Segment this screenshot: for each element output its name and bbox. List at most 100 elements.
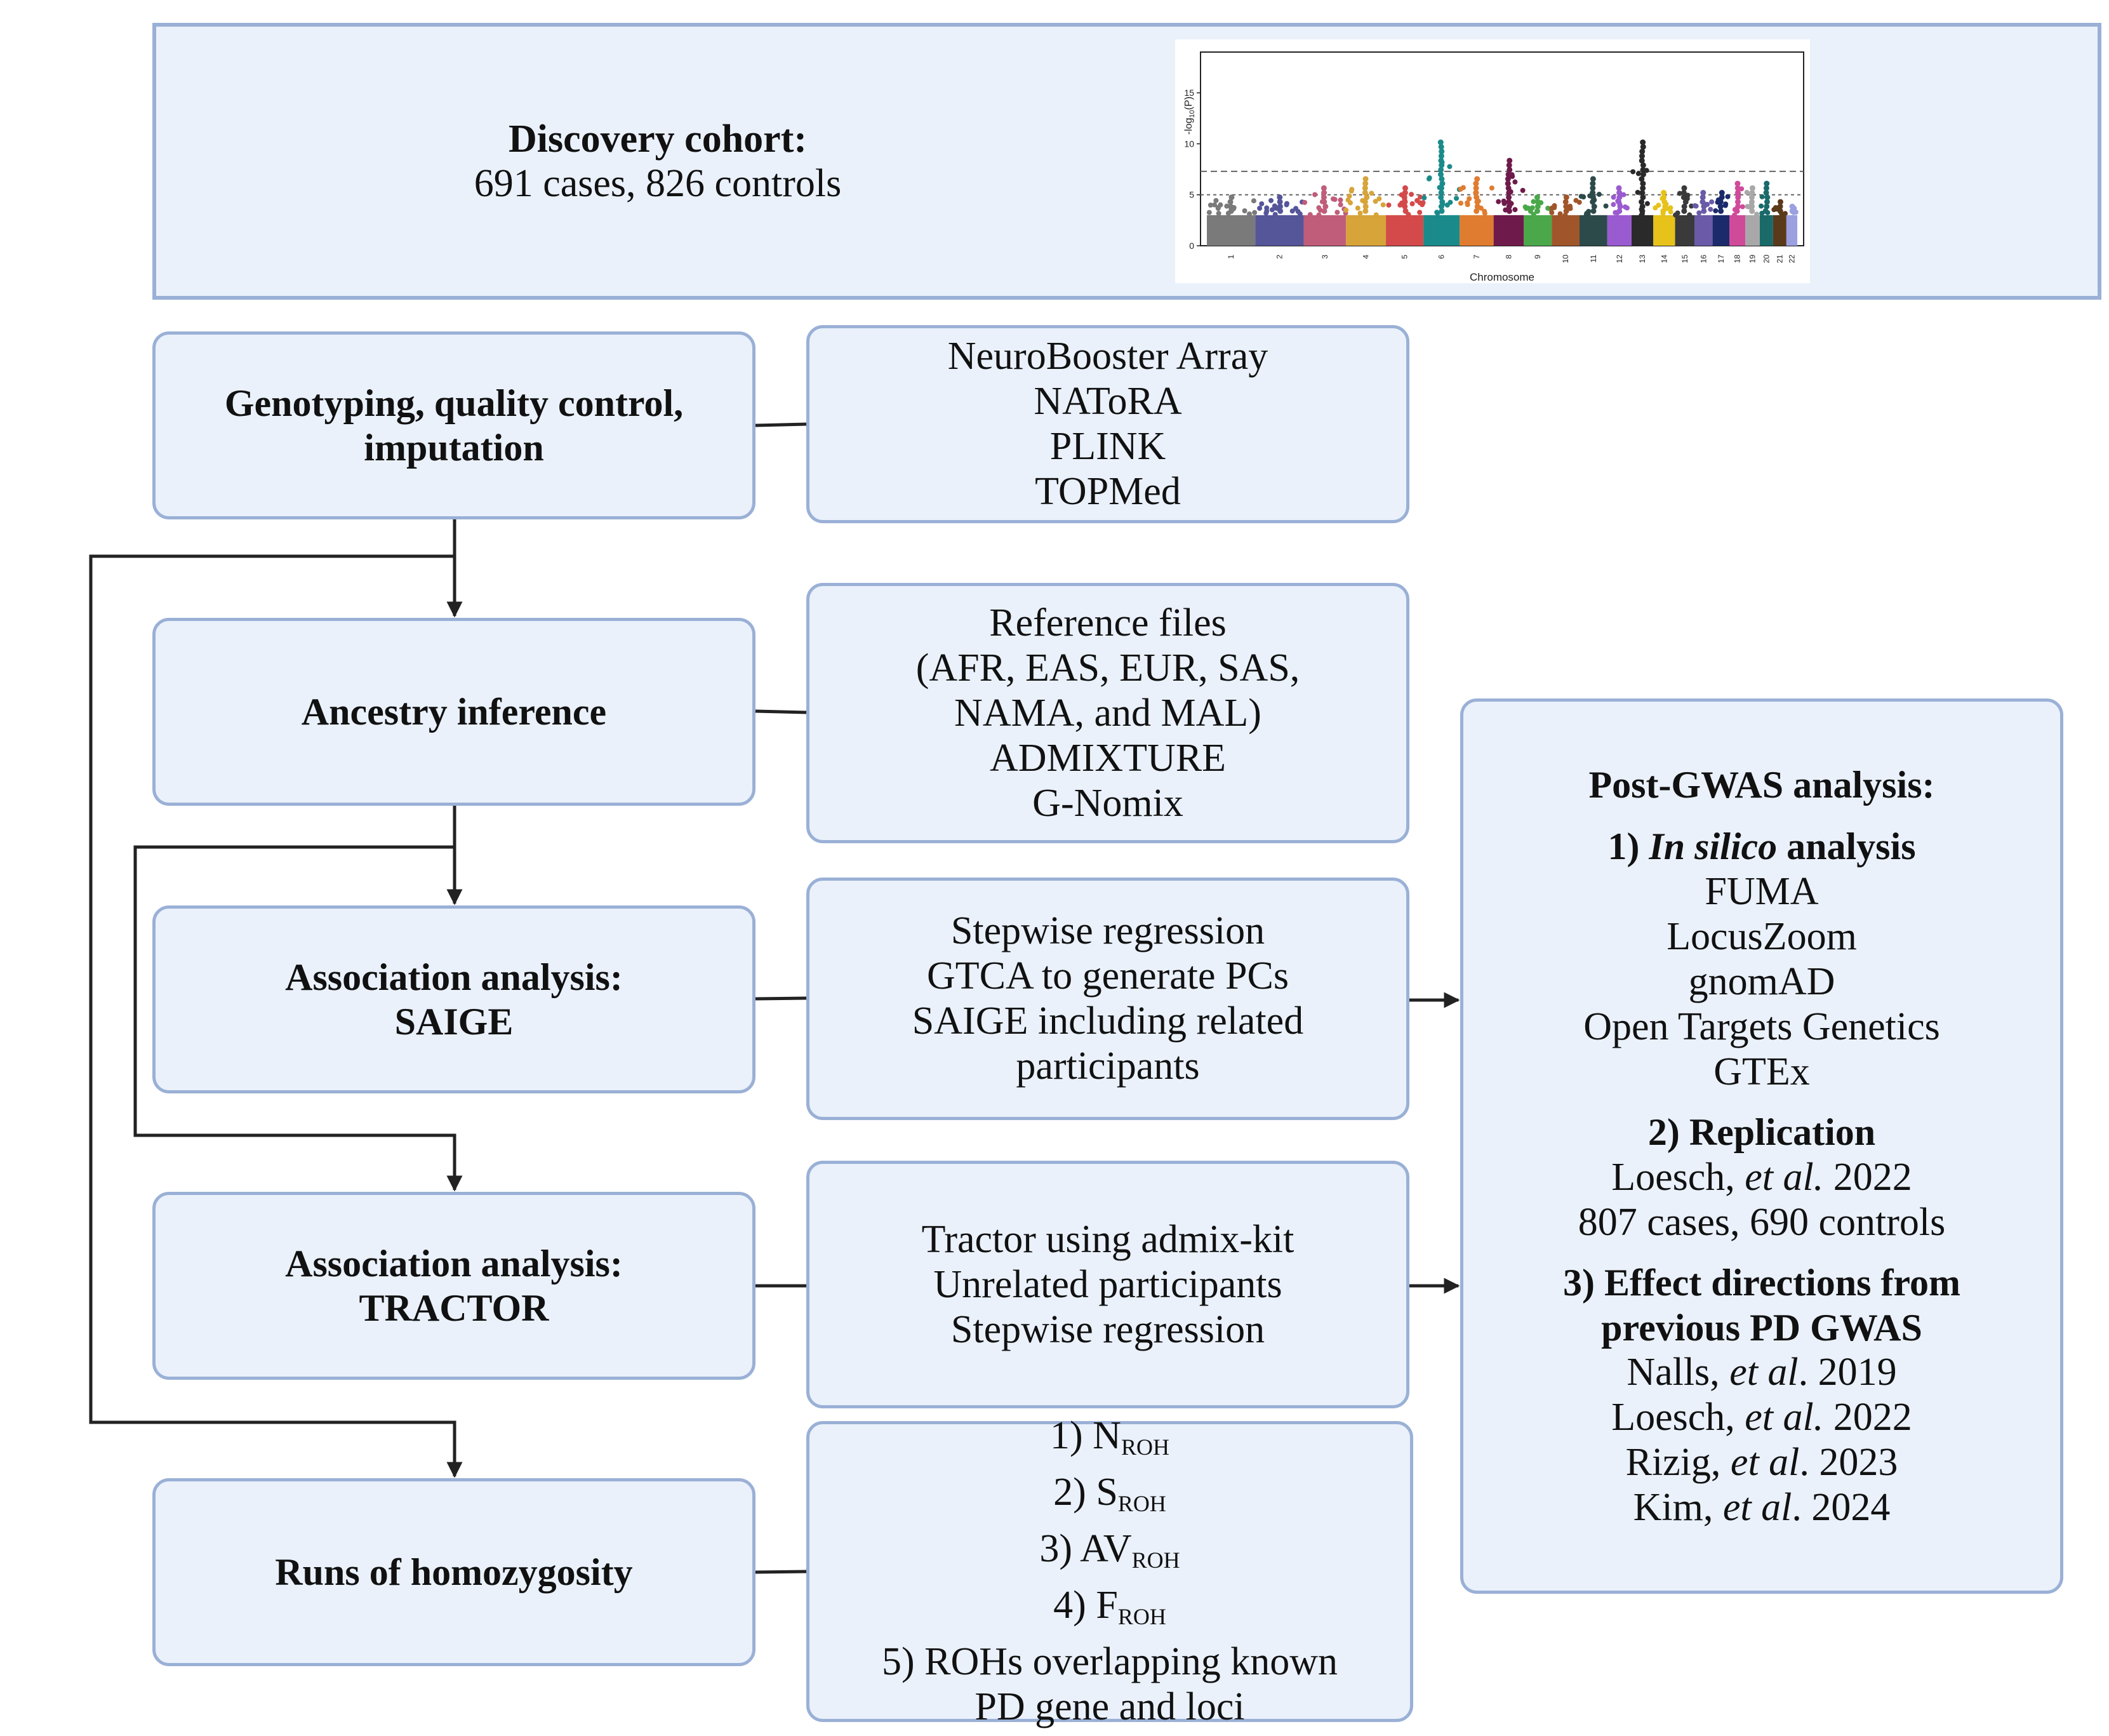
- snp-point: [1677, 190, 1682, 196]
- snp-point: [1700, 190, 1706, 196]
- y-axis-label: -log10(P): [1183, 97, 1196, 135]
- snp-point: [1617, 203, 1623, 210]
- snp-point: [1289, 208, 1295, 214]
- gwas-reference: Rizig, et al. 2023: [1625, 1441, 1898, 1484]
- snp-point: [1302, 199, 1308, 205]
- x-tick-label: 21: [1775, 255, 1784, 264]
- snp-point: [1268, 197, 1274, 203]
- gwas-reference: Loesch, et al. 2022: [1611, 1396, 1912, 1439]
- snp-point: [1734, 199, 1741, 205]
- tools-roh: 1) NROH 2) SROH 3) AVROH 4) FROH 5) ROHs…: [806, 1414, 1413, 1728]
- snp-point: [1581, 194, 1587, 200]
- gwas-reference: Kim, et al. 2024: [1633, 1486, 1891, 1529]
- snp-point: [1773, 205, 1778, 211]
- step-label: Ancestry inference: [301, 691, 607, 733]
- snp-point: [1402, 199, 1408, 205]
- snp-point: [1754, 211, 1760, 217]
- snp-point: [1635, 189, 1640, 195]
- snp-point: [1763, 190, 1769, 196]
- tool-line: PD gene and loci: [975, 1685, 1245, 1728]
- tool-line: G-Nomix: [1032, 781, 1183, 825]
- x-tick-label: 8: [1504, 255, 1513, 259]
- cohort-title: Discovery cohort:: [509, 117, 807, 161]
- snp-point: [1732, 212, 1738, 218]
- snp-point: [1338, 202, 1343, 208]
- snp-point: [1334, 210, 1340, 215]
- snp-point: [1362, 208, 1369, 214]
- snp-point: [1438, 194, 1444, 201]
- x-tick-label: 7: [1472, 255, 1481, 259]
- snp-point: [1616, 194, 1623, 201]
- snp-point: [1590, 180, 1596, 187]
- snp-point: [1529, 205, 1535, 211]
- tool-line: Stepwise regression: [950, 1307, 1265, 1351]
- snp-point: [1402, 185, 1408, 191]
- x-tick-label: 11: [1589, 255, 1598, 263]
- snp-point: [1401, 194, 1407, 201]
- snp-point: [1215, 206, 1221, 211]
- snp-point: [1277, 208, 1284, 214]
- snp-point: [1789, 208, 1795, 214]
- snp-point: [1630, 169, 1636, 175]
- snp-point: [1473, 180, 1479, 187]
- chromosome-band-chr6: [1423, 215, 1460, 246]
- snp-point: [1338, 197, 1343, 203]
- snp-point: [1591, 203, 1597, 210]
- snp-point: [1552, 203, 1557, 208]
- snp-point: [1576, 199, 1582, 205]
- tool-line: (AFR, EAS, EUR, SAS,: [915, 646, 1300, 690]
- tool-line: Tractor using admix-kit: [921, 1217, 1294, 1261]
- snp-point: [1734, 185, 1741, 191]
- connector-line: [755, 996, 807, 1001]
- snp-point: [1506, 162, 1512, 168]
- snp-point: [1373, 212, 1379, 218]
- chromosome-band-chr15: [1675, 215, 1695, 246]
- snp-point: [1312, 192, 1318, 197]
- snp-point: [1719, 194, 1725, 201]
- snp-point: [1563, 208, 1569, 214]
- roh-metric: 2) SROH: [1053, 1471, 1166, 1516]
- x-tick-label: 2: [1275, 255, 1284, 259]
- connector-line: [755, 709, 807, 714]
- snp-point: [1505, 176, 1511, 182]
- snp-point: [1748, 203, 1755, 210]
- snp-point: [1764, 194, 1771, 201]
- snp-point: [1380, 202, 1386, 208]
- snp-point: [1206, 210, 1212, 215]
- snp-point: [1740, 204, 1745, 210]
- snp-point: [1252, 210, 1258, 215]
- snp-point: [1348, 200, 1354, 206]
- chromosome-band-chr19: [1745, 215, 1760, 246]
- snp-point: [1438, 203, 1444, 210]
- snp-point: [1447, 199, 1453, 205]
- snp-point: [1681, 185, 1687, 191]
- snp-point: [1321, 190, 1327, 196]
- x-tick-label: 12: [1615, 255, 1624, 264]
- x-tick-label: 13: [1638, 255, 1647, 264]
- snp-point: [1725, 194, 1731, 199]
- x-tick-label: 4: [1362, 255, 1371, 259]
- chromosome-band-chr4: [1346, 215, 1387, 246]
- snp-point: [1467, 196, 1472, 201]
- snp-point: [1506, 208, 1512, 214]
- chromosome-band-chr20: [1759, 215, 1773, 246]
- connector-line: [755, 422, 807, 427]
- snp-point: [1277, 203, 1283, 210]
- chromosome-band-chr16: [1694, 215, 1713, 246]
- snp-point: [1439, 180, 1446, 187]
- snp-point: [1362, 180, 1369, 187]
- snp-point: [1357, 210, 1363, 216]
- y-tick-label: 0: [1189, 241, 1194, 251]
- snp-point: [1347, 193, 1352, 199]
- tool-line: ADMIXTURE: [990, 736, 1226, 780]
- snp-point: [1526, 205, 1531, 211]
- snp-point: [1764, 203, 1770, 210]
- snp-point: [1208, 203, 1213, 208]
- snp-point: [1616, 190, 1623, 196]
- snp-point: [1764, 180, 1770, 187]
- snp-point: [1717, 199, 1724, 205]
- chromosome-band-chr2: [1255, 215, 1304, 246]
- tool-line: SAIGE including related: [912, 999, 1304, 1043]
- snp-point: [1534, 194, 1540, 201]
- chromosome-band-chr14: [1653, 215, 1675, 246]
